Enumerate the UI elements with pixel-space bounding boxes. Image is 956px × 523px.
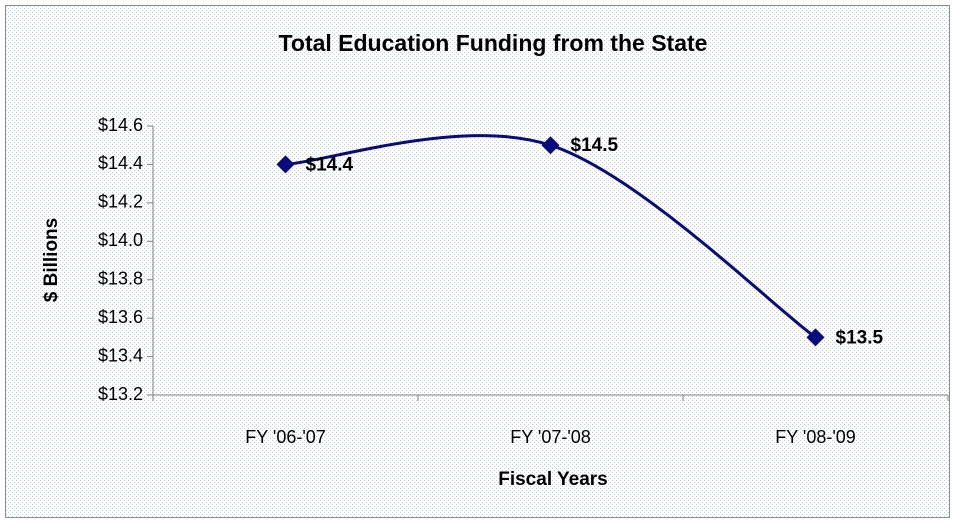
y-tick-label: $14.6: [98, 115, 143, 135]
x-tick-label: FY '07-'08: [510, 427, 591, 447]
data-label: $14.5: [571, 135, 619, 156]
y-tick-label: $14.4: [98, 153, 143, 173]
chart-title: Total Education Funding from the State: [279, 30, 708, 56]
y-tick-label: $13.8: [98, 268, 143, 288]
y-tick-label: $14.2: [98, 192, 143, 212]
y-tick-label: $13.4: [98, 345, 143, 365]
data-marker: [276, 155, 295, 174]
x-axis-title: Fiscal Years: [498, 469, 608, 490]
y-tick-label: $13.2: [98, 384, 143, 404]
x-tick-label: FY '06-'07: [245, 427, 326, 447]
chart-background: [5, 5, 950, 518]
data-label: $13.5: [836, 327, 884, 348]
y-axis-title: $ Billions: [41, 218, 62, 302]
x-tick-label: FY '08-'09: [775, 427, 856, 447]
data-marker: [541, 136, 560, 155]
y-tick-label: $14.0: [98, 230, 143, 250]
data-label: $14.4: [306, 154, 354, 175]
y-tick-label: $13.6: [98, 307, 143, 327]
data-marker: [806, 328, 825, 347]
